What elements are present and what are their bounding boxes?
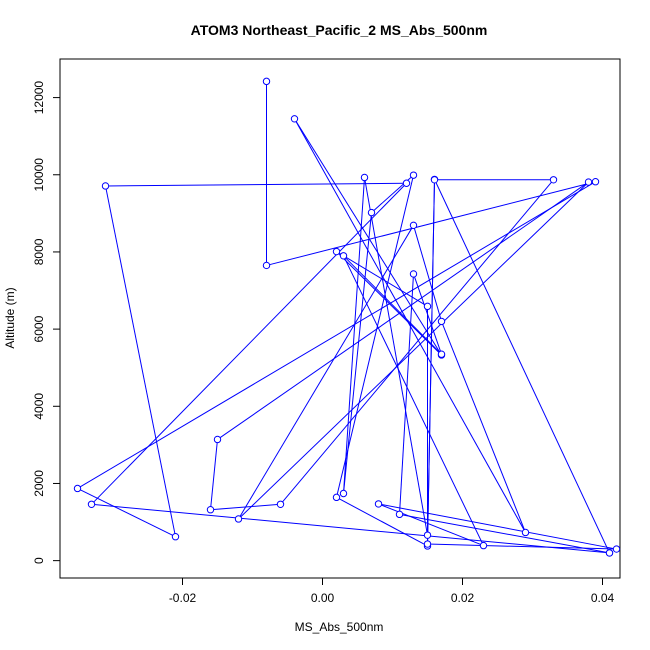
series-segment: [336, 175, 414, 498]
series-points: [73, 77, 621, 557]
data-point: [423, 531, 432, 539]
data-point: [290, 115, 299, 123]
series-line: [77, 81, 617, 554]
series-segment: [210, 503, 281, 511]
series-segment: [238, 181, 589, 520]
data-point: [437, 350, 446, 358]
series-segment: [210, 439, 218, 510]
data-point: [591, 178, 600, 186]
series-segment: [91, 503, 610, 554]
data-point: [584, 178, 593, 186]
y-tick-label: 8000: [32, 238, 46, 265]
x-axis: -0.02 0.00 0.02 0.04: [169, 578, 615, 605]
plot-frame: [59, 58, 621, 579]
series-segment: [343, 255, 484, 546]
series-segment: [399, 513, 610, 554]
x-axis-label: MS_Abs_500nm: [295, 620, 384, 634]
y-tick-label: 0: [32, 557, 46, 564]
series-segment: [217, 181, 589, 440]
series-segment: [336, 496, 428, 547]
y-axis-label: Altitude (m): [3, 287, 17, 348]
data-point: [374, 500, 383, 508]
data-point: [332, 247, 341, 256]
series-segment: [413, 273, 442, 355]
data-point: [339, 489, 348, 498]
data-point: [605, 549, 614, 557]
data-point: [87, 500, 96, 508]
series-segment: [434, 179, 610, 554]
data-point: [521, 528, 530, 537]
data-point: [101, 182, 110, 190]
data-point: [409, 171, 418, 179]
series-segment: [364, 177, 428, 536]
series-segment: [343, 212, 372, 494]
data-point: [206, 506, 215, 514]
series-segment: [280, 179, 554, 505]
data-point: [402, 179, 411, 187]
series-segment: [343, 255, 442, 355]
series-segment: [77, 488, 176, 538]
series-segment: [238, 225, 414, 520]
data-point: [262, 77, 271, 86]
data-point: [73, 484, 82, 493]
series-segment: [378, 503, 617, 550]
chart-title: ATOM3 Northeast_Pacific_2 MS_Abs_500nm: [191, 22, 488, 38]
data-point: [276, 500, 285, 508]
data-point: [437, 317, 446, 326]
y-tick-label: 12000: [32, 81, 46, 115]
series-segment: [77, 181, 596, 489]
data-point: [549, 176, 558, 184]
series-segment: [294, 118, 442, 356]
series-segment: [336, 251, 442, 356]
data-point: [262, 261, 271, 270]
series-segment: [266, 181, 596, 266]
data-point: [409, 270, 418, 278]
data-point: [409, 221, 418, 230]
series-segment: [343, 177, 365, 494]
data-point: [612, 545, 621, 553]
data-point: [367, 208, 376, 217]
data-point: [213, 435, 222, 444]
y-tick-label: 2000: [32, 470, 46, 497]
data-point: [430, 176, 439, 184]
y-axis: 0 2000 4000 6000 8000 10000 12000: [32, 81, 60, 564]
data-point: [171, 533, 180, 541]
data-point: [360, 173, 369, 182]
y-tick-label: 6000: [32, 315, 46, 342]
data-point: [234, 515, 243, 523]
x-tick-label: -0.02: [169, 591, 197, 605]
x-tick-label: 0.04: [591, 591, 615, 605]
y-tick-label: 4000: [32, 393, 46, 420]
series-segment: [105, 185, 176, 537]
data-point: [339, 252, 348, 260]
series-segment: [105, 182, 407, 187]
data-point: [479, 541, 488, 550]
data-point: [423, 302, 432, 311]
series-segment: [413, 225, 442, 322]
series-segment: [399, 273, 414, 515]
series-segment: [441, 321, 526, 533]
x-tick-label: 0.02: [451, 591, 475, 605]
x-tick-label: 0.00: [311, 591, 335, 605]
series-segment: [378, 503, 484, 547]
data-point: [423, 540, 432, 548]
series-segment: [427, 179, 435, 545]
data-point: [395, 510, 404, 519]
series-segment: [91, 182, 407, 505]
data-point: [332, 493, 341, 502]
y-tick-label: 10000: [32, 158, 46, 192]
